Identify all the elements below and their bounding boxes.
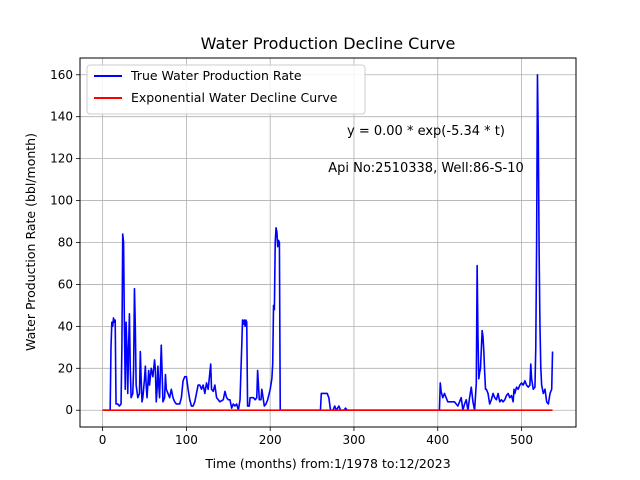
x-tick-label: 500 bbox=[510, 433, 533, 447]
x-tick-label: 300 bbox=[343, 433, 366, 447]
well-info-annotation: Api No:2510338, Well:86-S-10 bbox=[328, 161, 524, 176]
y-axis-label: Water Production Rate (bbl/month) bbox=[23, 133, 38, 351]
x-tick-label: 200 bbox=[259, 433, 282, 447]
x-tick-label: 100 bbox=[175, 433, 198, 447]
y-tick-label: 0 bbox=[65, 403, 73, 417]
legend-label-true-rate: True Water Production Rate bbox=[130, 68, 302, 83]
series-layer bbox=[102, 73, 554, 412]
y-tick-label: 60 bbox=[58, 277, 73, 291]
x-tick-label: 400 bbox=[426, 433, 449, 447]
x-tick-label: 0 bbox=[99, 433, 107, 447]
series-line-true-water-rate bbox=[102, 73, 554, 412]
axis-ticks: 0 100 200 300 400 500 0 20 40 60 80 100 120 140 160 bbox=[50, 68, 533, 447]
equation-annotation: y = 0.00 * exp(-5.34 * t) bbox=[347, 124, 505, 139]
y-tick-label: 20 bbox=[58, 361, 73, 375]
y-tick-label: 120 bbox=[50, 152, 73, 166]
y-tick-label: 160 bbox=[50, 68, 73, 82]
y-tick-label: 100 bbox=[50, 194, 73, 208]
y-tick-label: 140 bbox=[50, 110, 73, 124]
chart-title: Water Production Decline Curve bbox=[201, 34, 456, 53]
y-tick-label: 40 bbox=[58, 319, 73, 333]
legend-box bbox=[86, 64, 366, 115]
legend-label-exponential-curve: Exponential Water Decline Curve bbox=[131, 90, 338, 105]
y-tick-label: 80 bbox=[58, 236, 73, 250]
x-axis-label: Time (months) from:1/1978 to:12/2023 bbox=[204, 456, 450, 471]
legend: True Water Production Rate Exponential W… bbox=[86, 64, 366, 115]
